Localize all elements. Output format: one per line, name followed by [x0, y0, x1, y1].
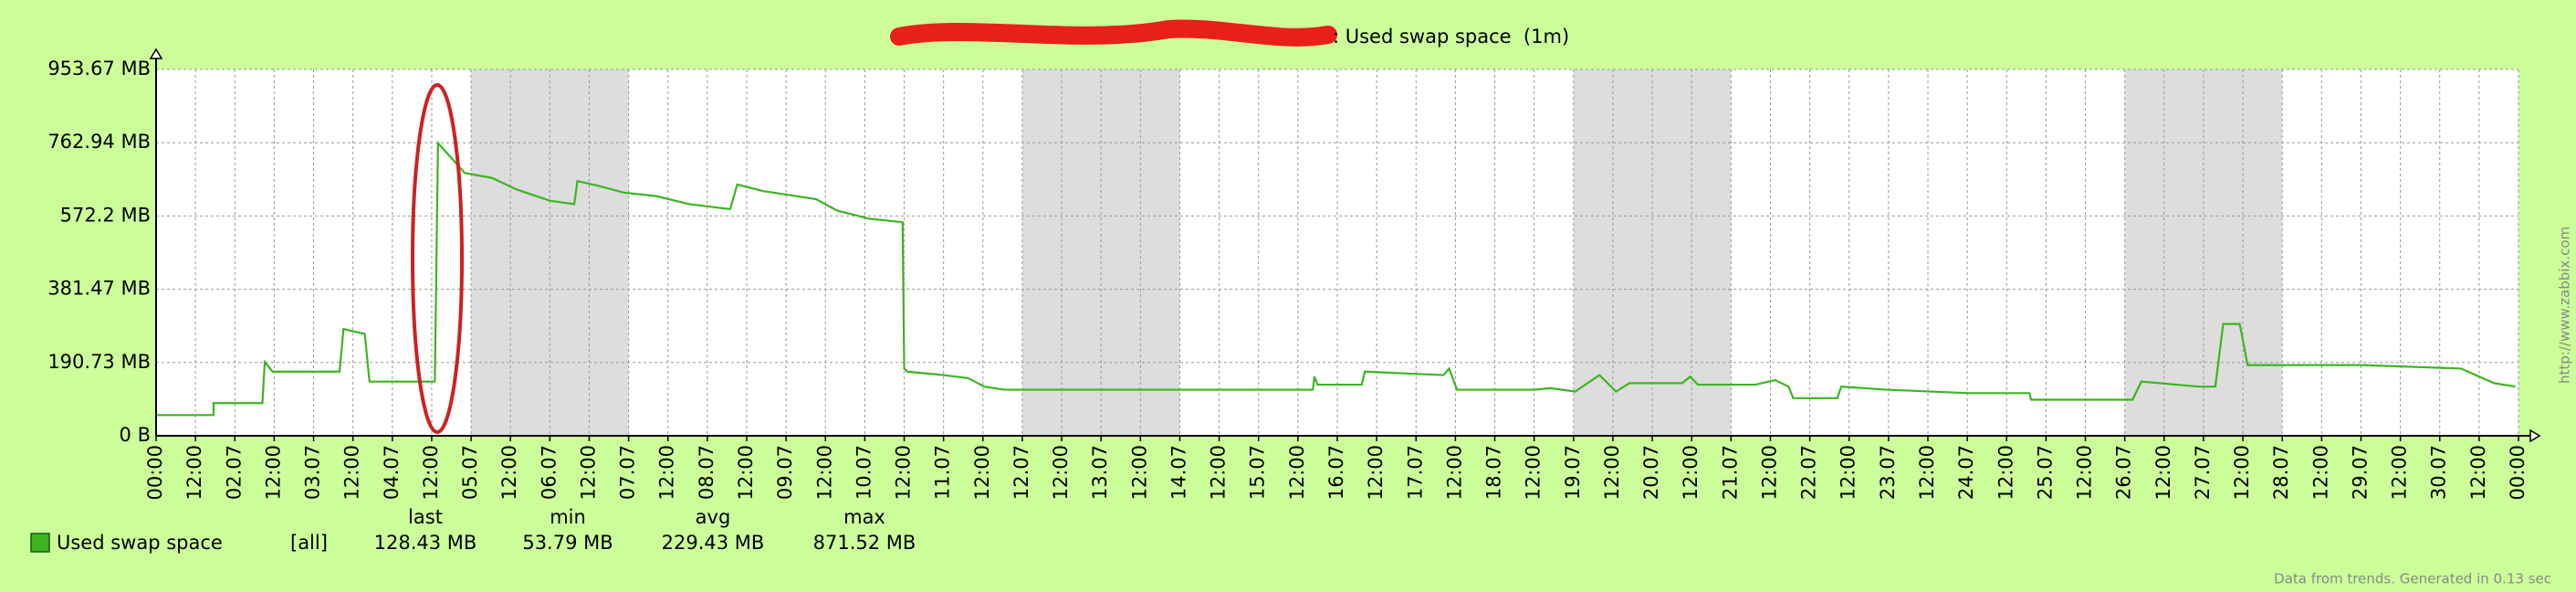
x-tick-label: 06.07 — [538, 445, 560, 500]
legend-stat-header: min — [550, 506, 586, 528]
x-tick-label: 12:00 — [1680, 445, 1702, 501]
x-tick-label: 12:00 — [813, 445, 835, 501]
redaction — [890, 19, 1337, 47]
x-tick-label: 28.07 — [2270, 445, 2292, 500]
x-tick-label: 00:00 — [2507, 445, 2529, 501]
y-tick-label: 953.67 MB — [47, 58, 151, 79]
x-tick-label: 12:00 — [1916, 445, 1938, 501]
annotation-ellipse — [411, 83, 464, 434]
x-tick-label: 07.07 — [617, 445, 639, 500]
x-tick-label: 02.07 — [223, 445, 245, 500]
x-tick-label: 04.07 — [381, 445, 403, 500]
x-tick-label: 27.07 — [2192, 445, 2214, 500]
x-tick-label: 23.07 — [1877, 445, 1899, 500]
x-tick-label: 20.07 — [1640, 445, 1662, 500]
grid — [155, 69, 2519, 437]
x-tick-label: 14.07 — [1168, 445, 1189, 500]
x-axis-arrow — [2529, 428, 2541, 443]
x-tick-label: 00:00 — [144, 445, 166, 501]
x-tick-label: 12:00 — [1050, 445, 1072, 501]
watermark: http://www.zabbix.com — [2557, 227, 2573, 384]
x-tick-label: 12:00 — [735, 445, 757, 501]
y-tick-label: 190.73 MB — [47, 351, 151, 373]
x-tick-label: 12:00 — [420, 445, 442, 501]
x-tick-label: 12:00 — [1128, 445, 1150, 501]
x-tick-label: 08.07 — [696, 445, 717, 500]
x-tick-label: 21.07 — [1719, 445, 1741, 500]
legend-swatch — [30, 533, 50, 553]
x-tick-label: 29.07 — [2349, 445, 2371, 500]
y-tick-label: 762.94 MB — [47, 131, 151, 153]
legend-stat-value: 871.52 MB — [813, 532, 916, 554]
x-tick-label: 10.07 — [853, 445, 874, 500]
x-tick-label: 12:00 — [656, 445, 678, 501]
chart-title: : Used swap space (1m) — [1333, 26, 1569, 48]
x-tick-label: 22.07 — [1798, 445, 1820, 500]
x-tick-label: 11.07 — [932, 445, 954, 500]
x-tick-label: 12:00 — [2152, 445, 2174, 501]
x-tick-label: 12.07 — [1011, 445, 1032, 500]
x-tick-label: 25.07 — [2034, 445, 2056, 500]
legend-stat-header: avg — [696, 506, 731, 528]
y-tick-label: 572.2 MB — [60, 204, 151, 226]
legend-name: Used swap space — [57, 532, 223, 554]
x-tick-label: 03.07 — [302, 445, 324, 500]
x-tick-label: 12:00 — [262, 445, 284, 501]
x-tick-label: 13.07 — [1089, 445, 1111, 500]
x-tick-label: 12:00 — [1995, 445, 2016, 501]
y-axis-arrow — [149, 48, 163, 59]
plot — [156, 140, 2516, 417]
x-tick-label: 18.07 — [1483, 445, 1505, 500]
x-tick-label: 12:00 — [2309, 445, 2331, 501]
x-tick-label: 12:00 — [2389, 445, 2411, 501]
x-tick-label: 12:00 — [1286, 445, 1308, 501]
x-tick-label: 12:00 — [183, 445, 205, 501]
x-tick-label: 12:00 — [893, 445, 915, 501]
x-tick-label: 12:00 — [2074, 445, 2096, 501]
x-tick-label: 12:00 — [1758, 445, 1780, 501]
x-tick-label: 12:00 — [2467, 445, 2489, 501]
footer: Data from trends. Generated in 0.13 sec — [2274, 571, 2551, 587]
x-tick-label: 26.07 — [2113, 445, 2135, 500]
x-tick-label: 12:00 — [1601, 445, 1623, 501]
series-line — [156, 140, 2516, 417]
legend-stat-header: last — [408, 506, 443, 528]
x-tick-label: 17.07 — [1404, 445, 1426, 500]
x-tick-label: 12:00 — [341, 445, 363, 501]
x-tick-label: 12:00 — [498, 445, 520, 501]
legend-stat-value: 53.79 MB — [522, 532, 613, 554]
x-tick-label: 12:00 — [1523, 445, 1545, 501]
x-tick-label: 24.07 — [1955, 445, 1977, 500]
x-tick-label: 12:00 — [1443, 445, 1465, 501]
x-tick-label: 05.07 — [459, 445, 481, 500]
x-tick-label: 19.07 — [1562, 445, 1584, 500]
x-tick-label: 12:00 — [1365, 445, 1387, 501]
legend-stat-value: 128.43 MB — [374, 532, 477, 554]
legend-stats: last 128.43 MB min 53.79 MB avg 229.43 MB max 8… — [374, 506, 916, 554]
x-tick-label: 16.07 — [1325, 445, 1347, 500]
legend-function: [all] — [290, 532, 328, 554]
x-tick-label: 12:00 — [577, 445, 599, 501]
x-tick-label: 30.07 — [2428, 445, 2450, 500]
legend-stat-value: 229.43 MB — [662, 532, 765, 554]
legend-stat-header: max — [843, 506, 885, 528]
x-tick-label: 12:00 — [971, 445, 993, 501]
x-tick-label: 09.07 — [774, 445, 796, 500]
y-tick-label: 381.47 MB — [47, 278, 151, 300]
y-tick-label: 0 B — [120, 424, 151, 446]
x-tick-label: 15.07 — [1247, 445, 1269, 500]
x-tick-label: 12:00 — [2231, 445, 2253, 501]
x-tick-label: 12:00 — [1838, 445, 1859, 501]
x-tick-label: 12:00 — [1208, 445, 1230, 501]
